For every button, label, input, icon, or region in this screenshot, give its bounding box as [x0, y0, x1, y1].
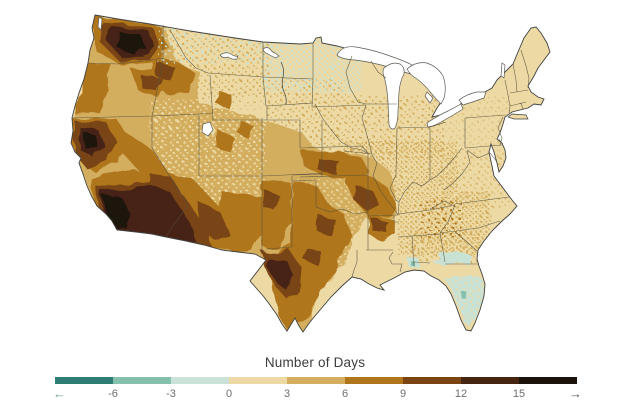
lake-champlain-shape — [500, 62, 506, 79]
fort-peck-lake-shape — [219, 52, 239, 60]
lake-sakakawea-shape — [262, 47, 280, 59]
layer-gt-15 — [83, 32, 146, 230]
legend-tick: 0 — [225, 388, 233, 400]
legend-seg-9-12 — [403, 377, 461, 384]
legend-seg-6-9 — [345, 377, 403, 384]
legend-colorbar — [55, 377, 577, 384]
legend-seg-neg3-0 — [171, 377, 229, 384]
legend-right-arrow-icon: → — [569, 386, 582, 401]
choropleth-fills — [71, 15, 550, 332]
missouri-river-line — [280, 61, 287, 105]
lake-huron-shape — [406, 62, 446, 105]
legend-tick: -3 — [166, 388, 176, 400]
legend-tick: 15 — [512, 388, 526, 400]
legend-tick: -6 — [108, 388, 118, 400]
long-island-shape — [507, 113, 529, 120]
us-choropleth-map — [70, 14, 551, 333]
great-salt-lake-shape — [201, 121, 214, 137]
legend-seg-gt-15 — [519, 377, 577, 384]
legend-tick: 12 — [454, 388, 468, 400]
legend-seg-12-15 — [461, 377, 519, 384]
lake-ontario-shape — [458, 91, 487, 106]
legend-seg-neg6-neg3 — [113, 377, 171, 384]
legend-tick: 9 — [399, 388, 407, 400]
legend-seg-0-3 — [229, 377, 287, 384]
legend-tick: 6 — [341, 388, 349, 400]
map-svg — [70, 14, 551, 333]
great-lakes — [97, 16, 506, 137]
puget-sound-shape — [97, 16, 103, 31]
legend-seg-lt-neg6 — [55, 377, 113, 384]
legend-left-arrow-icon: ← — [53, 386, 66, 401]
legend-seg-3-6 — [287, 377, 345, 384]
saginaw-bay-shape — [424, 91, 434, 104]
lake-michigan-shape — [382, 62, 405, 130]
state-boundaries — [71, 25, 530, 278]
legend-tick: 3 — [283, 388, 291, 400]
legend-axis: ← -6 -3 0 3 6 9 12 15 → — [53, 386, 582, 403]
legend-title: Number of Days — [264, 355, 366, 370]
